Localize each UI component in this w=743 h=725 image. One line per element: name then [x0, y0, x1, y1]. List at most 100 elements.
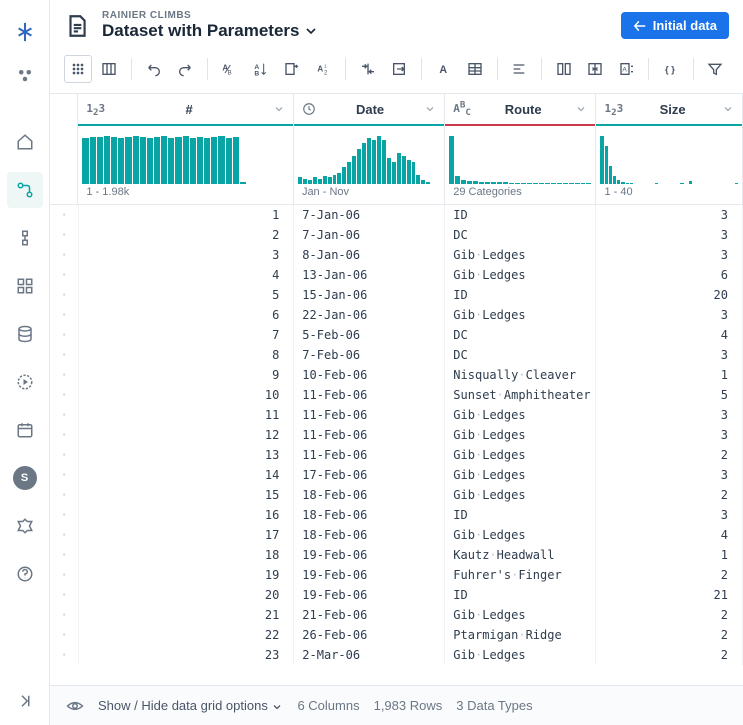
row-selector[interactable]: ·	[50, 545, 79, 565]
redo-button[interactable]	[171, 55, 198, 83]
grid-view-button[interactable]	[64, 55, 92, 83]
table-row[interactable]: ·38-Jan-06Gib·Ledges3	[50, 245, 743, 265]
cell-route: Gib·Ledges	[445, 465, 596, 485]
column-header[interactable]: Date	[294, 94, 444, 126]
sort-button[interactable]: AB	[247, 55, 274, 83]
table-button[interactable]	[461, 55, 488, 83]
table-row[interactable]: ·1111-Feb-06Gib·Ledges3	[50, 405, 743, 425]
transform-button[interactable]	[279, 55, 306, 83]
rename-button[interactable]: AB	[216, 55, 243, 83]
column-header[interactable]: 123Size	[596, 94, 742, 126]
cell-index: 10	[79, 385, 294, 405]
table-row[interactable]: ·910-Feb-06Nisqually·Cleaver1	[50, 365, 743, 385]
flow-icon[interactable]	[7, 172, 43, 208]
table-row[interactable]: ·1417-Feb-06Gib·Ledges3	[50, 465, 743, 485]
columns-button[interactable]	[96, 55, 123, 83]
hex-icon[interactable]	[7, 58, 43, 94]
grid-icon[interactable]	[7, 268, 43, 304]
row-selector[interactable]: ·	[50, 505, 79, 525]
row-selector[interactable]: ·	[50, 365, 79, 385]
split-button[interactable]	[550, 55, 577, 83]
autofit-button[interactable]: A	[613, 55, 640, 83]
table-row[interactable]: ·1211-Feb-06Gib·Ledges3	[50, 425, 743, 445]
table-row[interactable]: ·515-Jan-06ID20	[50, 285, 743, 305]
settings-icon[interactable]	[7, 508, 43, 544]
table-row[interactable]: ·2019-Feb-06ID21	[50, 585, 743, 605]
table-row[interactable]: ·1011-Feb-06Sunset·Amphitheater5	[50, 385, 743, 405]
row-selector[interactable]: ·	[50, 625, 79, 645]
table-row[interactable]: ·17-Jan-06ID3	[50, 205, 743, 225]
table-row[interactable]: ·2226-Feb-06Ptarmigan·Ridge2	[50, 625, 743, 645]
merge-button[interactable]	[582, 55, 609, 83]
calendar-icon[interactable]	[7, 412, 43, 448]
row-selector[interactable]: ·	[50, 525, 79, 545]
row-selector[interactable]: ·	[50, 285, 79, 305]
chevron-down-icon[interactable]	[424, 103, 436, 115]
swap-button[interactable]	[354, 55, 381, 83]
row-selector[interactable]: ·	[50, 265, 79, 285]
table-row[interactable]: ·75-Feb-06DC4	[50, 325, 743, 345]
align-button[interactable]	[506, 55, 533, 83]
table-row[interactable]: ·87-Feb-06DC3	[50, 345, 743, 365]
row-selector[interactable]: ·	[50, 245, 79, 265]
row-selector[interactable]: ·	[50, 465, 79, 485]
undo-button[interactable]	[140, 55, 167, 83]
type-button[interactable]: A21	[310, 55, 337, 83]
cell-date: 7-Jan-06	[294, 225, 445, 245]
format-button[interactable]: A	[430, 55, 457, 83]
row-selector[interactable]: ·	[50, 325, 79, 345]
row-selector[interactable]: ·	[50, 205, 79, 225]
stack-icon[interactable]	[7, 220, 43, 256]
breadcrumb[interactable]: RAINIER CLIMBS	[102, 10, 609, 21]
home-icon[interactable]	[7, 124, 43, 160]
row-selector[interactable]: ·	[50, 385, 79, 405]
table-row[interactable]: ·1819-Feb-06Kautz·Headwall1	[50, 545, 743, 565]
insert-button[interactable]	[386, 55, 413, 83]
row-selector[interactable]: ·	[50, 645, 79, 665]
svg-text:A: A	[622, 67, 627, 74]
chevron-down-icon[interactable]	[722, 103, 734, 115]
row-selector[interactable]: ·	[50, 585, 79, 605]
cell-size: 3	[596, 245, 743, 265]
row-selector[interactable]: ·	[50, 485, 79, 505]
table-row[interactable]: ·413-Jan-06Gib·Ledges6	[50, 265, 743, 285]
logo-icon[interactable]	[7, 14, 43, 50]
row-selector[interactable]: ·	[50, 405, 79, 425]
table-row[interactable]: ·232-Mar-06Gib·Ledges2	[50, 645, 743, 665]
cell-size: 3	[596, 405, 743, 425]
help-icon[interactable]	[7, 556, 43, 592]
row-selector[interactable]: ·	[50, 565, 79, 585]
row-selector[interactable]: ·	[50, 445, 79, 465]
row-selector[interactable]: ·	[50, 345, 79, 365]
play-icon[interactable]	[7, 364, 43, 400]
cell-size: 2	[596, 445, 743, 465]
grid-options-toggle[interactable]: Show / Hide data grid options	[98, 698, 283, 713]
chevron-down-icon[interactable]	[273, 103, 285, 115]
column-header[interactable]: 123#	[78, 94, 293, 126]
row-selector[interactable]: ·	[50, 605, 79, 625]
grid-body[interactable]: ·17-Jan-06ID3·27-Jan-06DC3·38-Jan-06Gib·…	[50, 205, 743, 685]
row-selector[interactable]: ·	[50, 425, 79, 445]
database-icon[interactable]	[7, 316, 43, 352]
columns-count: 6 Columns	[297, 698, 359, 713]
cell-size: 5	[596, 385, 743, 405]
collapse-icon[interactable]	[7, 683, 43, 719]
code-button[interactable]: { }	[657, 55, 684, 83]
table-row[interactable]: ·1919-Feb-06Fuhrer's·Finger2	[50, 565, 743, 585]
row-selector[interactable]: ·	[50, 305, 79, 325]
table-row[interactable]: ·1718-Feb-06Gib·Ledges4	[50, 525, 743, 545]
table-row[interactable]: ·622-Jan-06Gib·Ledges3	[50, 305, 743, 325]
table-row[interactable]: ·1618-Feb-06ID3	[50, 505, 743, 525]
table-row[interactable]: ·27-Jan-06DC3	[50, 225, 743, 245]
page-title[interactable]: Dataset with Parameters	[102, 21, 609, 41]
table-row[interactable]: ·2121-Feb-06Gib·Ledges2	[50, 605, 743, 625]
chevron-down-icon[interactable]	[575, 103, 587, 115]
row-selector[interactable]: ·	[50, 225, 79, 245]
avatar[interactable]: S	[7, 460, 43, 496]
column-header[interactable]: ABCRoute	[445, 94, 595, 126]
initial-data-button[interactable]: Initial data	[621, 12, 729, 39]
cell-index: 9	[79, 365, 294, 385]
table-row[interactable]: ·1518-Feb-06Gib·Ledges2	[50, 485, 743, 505]
table-row[interactable]: ·1311-Feb-06Gib·Ledges2	[50, 445, 743, 465]
filter-button[interactable]	[702, 55, 729, 83]
